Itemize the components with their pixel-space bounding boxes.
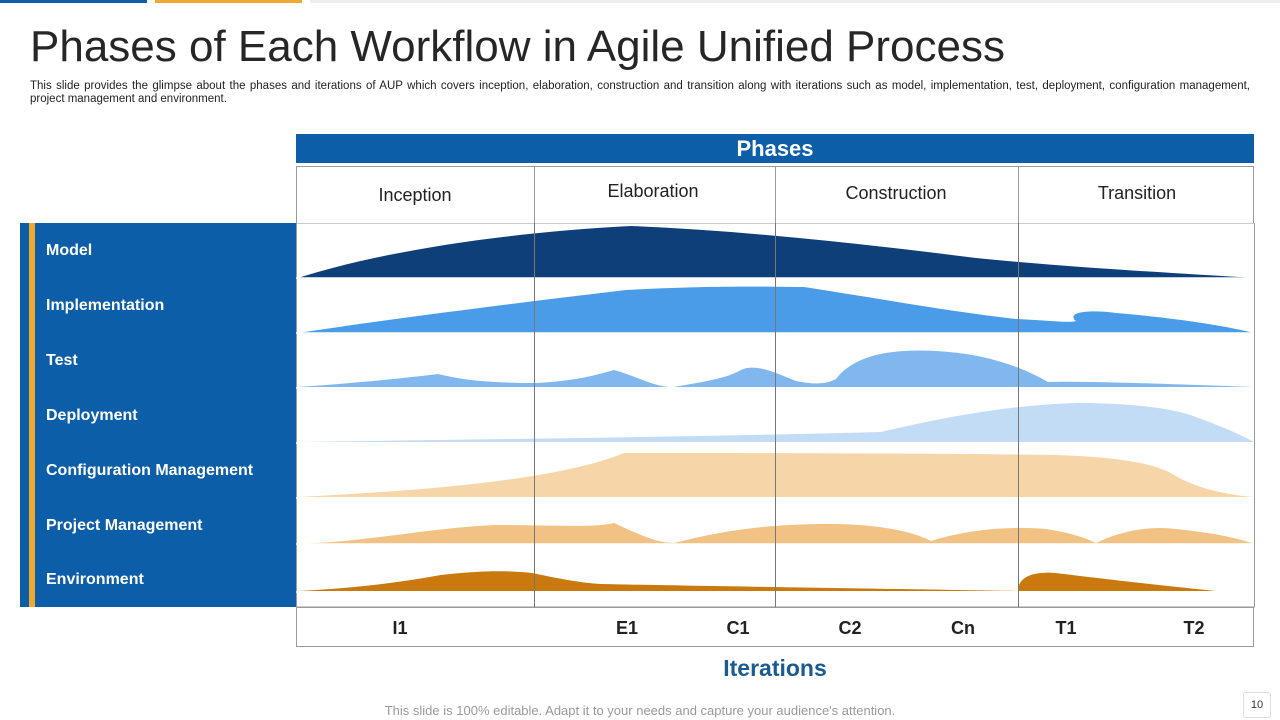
top-accent-bar-orange bbox=[155, 0, 302, 3]
workflow-effort-chart bbox=[296, 223, 1255, 608]
workflow-label-deployment: Deployment bbox=[46, 407, 138, 424]
workflow-label-model: Model bbox=[46, 242, 93, 259]
page-title: Phases of Each Workflow in Agile Unified… bbox=[30, 22, 1005, 71]
footer-note: This slide is 100% editable. Adapt it to… bbox=[384, 703, 896, 718]
phase-label-elaboration: Elaboration bbox=[607, 181, 699, 201]
iteration-label-t2: T2 bbox=[1183, 618, 1205, 638]
header-divider-lines bbox=[534, 166, 1019, 223]
top-accent-bar-blue bbox=[0, 0, 147, 3]
phases-header: Phases bbox=[296, 134, 1254, 163]
workflow-label-test: Test bbox=[46, 352, 78, 369]
page-number: 10 bbox=[1243, 692, 1271, 718]
page-subtitle: This slide provides the glimpse about th… bbox=[30, 80, 1250, 105]
iteration-label-c2: C2 bbox=[838, 618, 862, 638]
workflow-side-accent bbox=[29, 223, 35, 607]
workflow-label-implementation: Implementation bbox=[46, 297, 165, 314]
deployment-effort-area bbox=[298, 403, 1254, 442]
top-accent-bar-gray bbox=[310, 0, 1280, 3]
phase-label-inception: Inception bbox=[378, 185, 452, 205]
iterations-row bbox=[296, 607, 1254, 647]
phase-label-transition: Transition bbox=[1097, 183, 1177, 203]
workflow-label-project-management: Project Management bbox=[46, 517, 203, 534]
iteration-label-c1: C1 bbox=[726, 618, 750, 638]
phase-label-construction: Construction bbox=[845, 183, 947, 203]
iteration-label-e1: E1 bbox=[615, 618, 639, 638]
workflow-label-environment: Environment bbox=[46, 571, 144, 588]
workflow-side-panel bbox=[20, 223, 296, 607]
iterations-header: Iterations bbox=[723, 655, 827, 681]
workflow-label-configuration-management: Configuration Management bbox=[46, 462, 254, 479]
iteration-label-cn: Cn bbox=[951, 618, 975, 638]
environment-effort-area bbox=[298, 571, 1216, 591]
test-effort-area bbox=[298, 350, 1254, 388]
iteration-label-t1: T1 bbox=[1055, 618, 1077, 638]
iteration-label-i1: I1 bbox=[392, 618, 408, 638]
